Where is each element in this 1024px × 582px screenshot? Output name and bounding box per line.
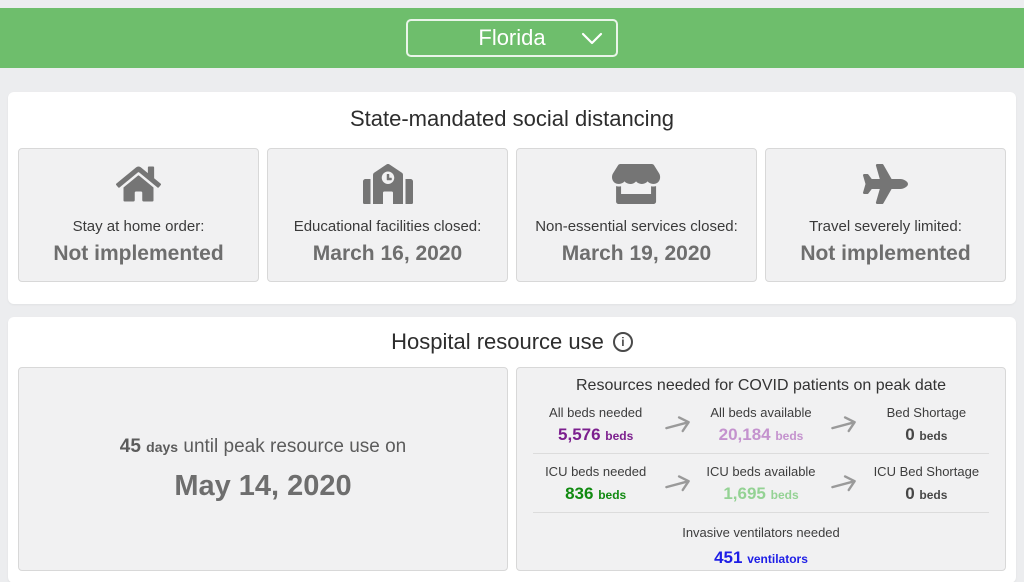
social-distancing-panel: State-mandated social distancing Stay at… [8, 92, 1016, 304]
arrow-right-icon [826, 416, 862, 434]
hospital-resource-title: Hospital resource use [391, 329, 604, 354]
card-value: Not implemented [800, 242, 971, 265]
stat-all-beds-available: All beds available 20,184 beds [710, 405, 812, 444]
page: Florida State-mandated social distancing… [0, 8, 1024, 582]
card-label: Stay at home order: [72, 218, 205, 235]
card-stay-at-home: Stay at home order: Not implemented [18, 148, 259, 282]
arrow-right-icon [660, 475, 696, 493]
card-value: Not implemented [53, 242, 224, 265]
chevron-down-icon [581, 32, 603, 45]
store-icon [612, 164, 661, 204]
state-selector-value: Florida [478, 25, 546, 50]
ventilators-value: 451 ventilators [714, 548, 808, 567]
ventilators-section: Invasive ventilators needed 451 ventilat… [531, 521, 991, 568]
peak-date: May 14, 2020 [174, 469, 352, 502]
plane-icon [863, 164, 908, 204]
peak-days-unit: days [146, 438, 179, 455]
hospital-resource-content: 45 days until peak resource use on May 1… [18, 367, 1006, 571]
social-distancing-title: State-mandated social distancing [349, 106, 675, 131]
stat-icu-bed-shortage: ICU Bed Shortage 0 beds [873, 464, 980, 503]
info-circle-icon[interactable] [612, 332, 633, 352]
hospital-resource-title-row: Hospital resource use [18, 329, 1006, 355]
stat-icu-beds-available: ICU beds available 1,695 beds [706, 464, 816, 503]
peak-days-text: until peak resource use on [183, 435, 407, 457]
card-non-essential-services: Non-essential services closed: March 19,… [516, 148, 757, 282]
card-label: Educational facilities closed: [293, 218, 482, 235]
peak-days-line: 45 days until peak resource use on [120, 436, 407, 458]
home-icon [116, 164, 161, 204]
hospital-resource-panel: Hospital resource use 45 days until peak… [8, 317, 1016, 582]
social-distancing-cards: Stay at home order: Not implemented Educ… [18, 148, 1006, 282]
card-label: Travel severely limited: [809, 218, 962, 235]
resources-box: Resources needed for COVID patients on p… [516, 367, 1006, 571]
state-selector-dropdown[interactable]: Florida [406, 19, 618, 57]
arrow-right-icon [826, 475, 862, 493]
divider [533, 512, 989, 513]
card-educational-facilities: Educational facilities closed: March 16,… [267, 148, 508, 282]
stat-bed-shortage: Bed Shortage 0 beds [886, 405, 967, 444]
peak-date-box: 45 days until peak resource use on May 1… [18, 367, 508, 571]
card-label: Non-essential services closed: [535, 218, 738, 235]
icu-beds-row: ICU beds needed 836 beds ICU beds availa… [531, 462, 991, 512]
arrow-right-icon [660, 416, 696, 434]
stat-icu-beds-needed: ICU beds needed 836 beds [545, 464, 647, 503]
card-value: March 19, 2020 [561, 242, 712, 265]
card-travel-limited: Travel severely limited: Not implemented [765, 148, 1006, 282]
header-bar: Florida [0, 8, 1024, 68]
stat-all-beds-needed: All beds needed 5,576 beds [549, 405, 643, 444]
divider [533, 453, 989, 454]
peak-days-value: 45 [119, 435, 141, 457]
resources-title: Resources needed for COVID patients on p… [576, 377, 946, 394]
ventilators-label: Invasive ventilators needed [682, 525, 840, 540]
school-icon [362, 164, 413, 204]
all-beds-row: All beds needed 5,576 beds All beds avai… [531, 403, 991, 453]
card-value: March 16, 2020 [312, 242, 463, 265]
